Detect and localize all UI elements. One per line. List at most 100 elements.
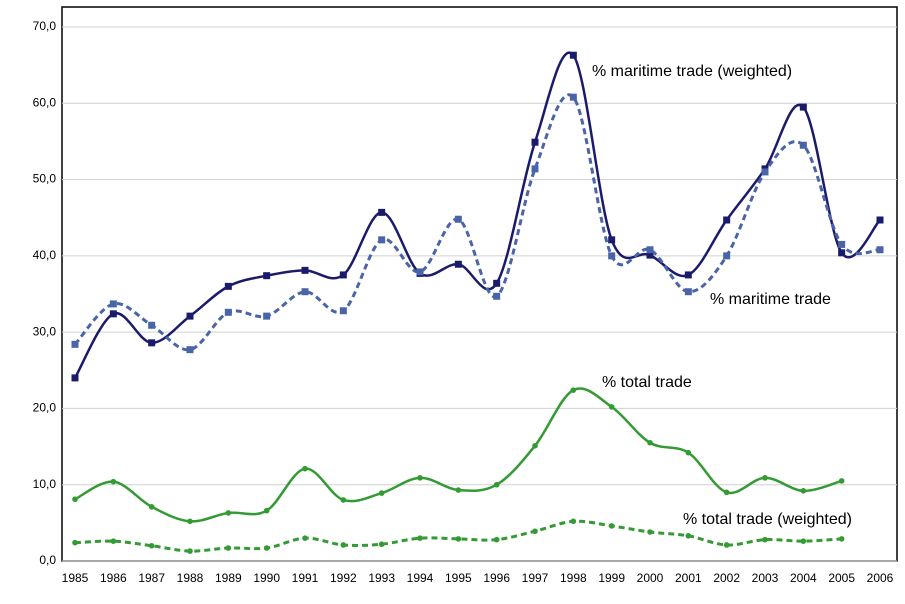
data-point	[186, 346, 194, 354]
x-tick-label: 1988	[177, 571, 204, 585]
series-label: % total trade	[602, 374, 692, 391]
data-point	[531, 138, 539, 146]
data-point	[378, 541, 385, 548]
y-tick-label: 70,0	[33, 19, 57, 33]
data-point	[838, 249, 846, 257]
data-point	[302, 535, 308, 541]
data-point	[454, 215, 462, 223]
data-point	[263, 312, 271, 320]
data-point	[224, 308, 232, 316]
y-tick-label: 50,0	[33, 172, 57, 186]
y-tick-label: 30,0	[33, 324, 57, 338]
data-point	[339, 271, 347, 279]
y-tick-label: 60,0	[33, 95, 57, 109]
data-point	[71, 340, 79, 348]
series-label: % maritime trade	[710, 291, 831, 308]
data-point	[876, 246, 884, 254]
data-point	[723, 252, 731, 260]
series-label: % total trade (weighted)	[683, 511, 852, 528]
data-point	[799, 141, 807, 149]
data-point	[646, 246, 654, 254]
x-tick-label: 1994	[407, 571, 434, 585]
data-point	[71, 374, 79, 382]
data-point	[455, 536, 462, 542]
x-tick-label: 1991	[292, 571, 319, 585]
data-point	[417, 475, 423, 481]
data-point	[455, 487, 462, 493]
data-point	[225, 510, 232, 516]
data-point	[800, 538, 807, 544]
data-point	[646, 251, 654, 259]
data-point	[570, 518, 577, 525]
series-label: % maritime trade (weighted)	[592, 63, 792, 80]
data-point	[647, 529, 653, 535]
data-point	[225, 545, 232, 551]
data-point	[684, 288, 692, 296]
x-tick-label: 1993	[368, 571, 395, 585]
data-point	[493, 279, 501, 287]
data-point	[417, 535, 423, 541]
x-tick-label: 2005	[828, 571, 855, 585]
x-tick-label: 2000	[637, 571, 664, 585]
data-point	[647, 439, 653, 446]
x-tick-label: 1996	[483, 571, 510, 585]
x-tick-label: 1999	[598, 571, 625, 585]
data-point	[148, 321, 156, 329]
x-tick-label: 2001	[675, 571, 702, 585]
data-point	[569, 51, 577, 59]
data-point	[569, 93, 577, 101]
data-point	[876, 216, 884, 224]
data-point	[148, 339, 156, 347]
data-point	[723, 542, 730, 548]
data-point	[723, 489, 730, 496]
data-point	[148, 542, 155, 549]
data-point	[302, 465, 308, 472]
data-point	[72, 496, 78, 503]
y-tick-label: 40,0	[33, 248, 57, 262]
data-point	[570, 387, 577, 393]
data-point	[454, 260, 462, 268]
data-point	[301, 266, 309, 274]
data-point	[109, 300, 117, 308]
x-tick-label: 1985	[62, 571, 89, 585]
x-tick-label: 2006	[867, 571, 894, 585]
x-tick-label: 2002	[713, 571, 740, 585]
data-point	[532, 443, 538, 449]
data-point	[378, 208, 386, 216]
x-tick-label: 2004	[790, 571, 817, 585]
data-point	[723, 216, 731, 224]
data-point	[378, 236, 386, 244]
data-point	[493, 536, 500, 543]
data-point	[301, 288, 309, 296]
data-point	[685, 533, 692, 539]
data-point	[493, 292, 501, 300]
data-point	[148, 504, 155, 510]
data-point	[263, 272, 271, 280]
data-point	[800, 488, 807, 494]
x-tick-label: 1986	[100, 571, 127, 585]
data-point	[685, 449, 692, 456]
data-point	[378, 490, 385, 496]
data-point	[532, 528, 538, 535]
data-point	[186, 312, 194, 320]
data-point	[838, 536, 845, 542]
data-point	[838, 240, 846, 248]
x-tick-label: 1989	[215, 571, 242, 585]
x-tick-label: 1995	[445, 571, 472, 585]
x-tick-label: 1997	[522, 571, 549, 585]
data-point	[263, 507, 270, 514]
data-point	[339, 307, 347, 315]
data-point	[608, 252, 616, 260]
data-point	[493, 481, 500, 488]
y-tick-label: 10,0	[33, 477, 57, 491]
x-tick-label: 1987	[138, 571, 165, 585]
data-point	[608, 236, 616, 244]
data-point	[838, 478, 845, 484]
data-point	[72, 539, 78, 546]
x-tick-label: 1992	[330, 571, 357, 585]
data-point	[608, 404, 615, 410]
x-tick-label: 1990	[253, 571, 280, 585]
data-point	[531, 165, 539, 173]
